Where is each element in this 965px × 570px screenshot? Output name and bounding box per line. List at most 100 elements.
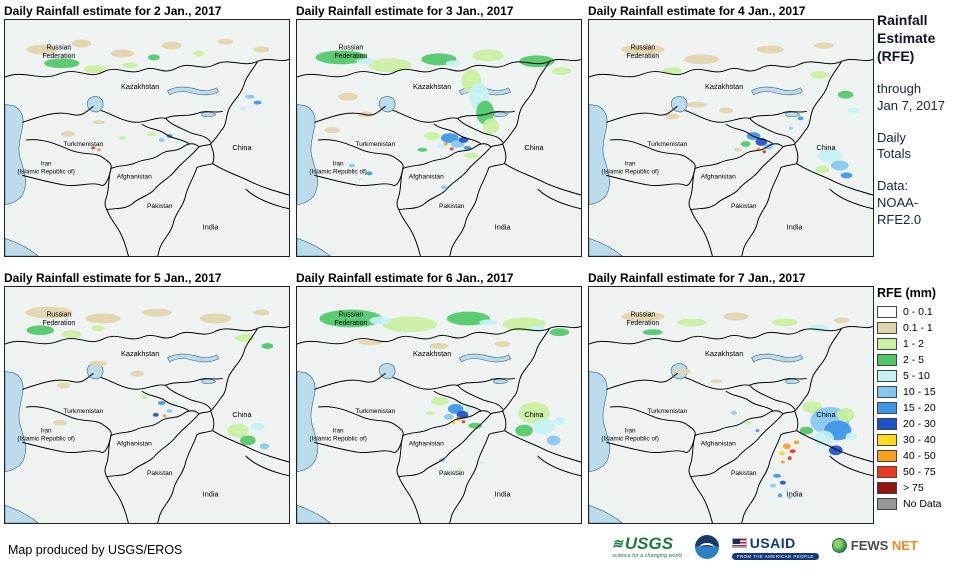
country-label: China bbox=[232, 143, 252, 152]
country-label: Russian Federation bbox=[334, 44, 367, 59]
logo-strip: ≋ USGS science for a changing world USAI… bbox=[612, 535, 918, 560]
country-label: Iran (Islamic Republic of) bbox=[601, 428, 658, 443]
country-label: Pakistan bbox=[731, 470, 757, 477]
country-label: Iran (Islamic Republic of) bbox=[17, 161, 74, 176]
legend-label: 50 - 75 bbox=[903, 465, 936, 478]
legend-entry: 30 - 40 bbox=[877, 433, 963, 446]
rainfall-map-jan4: Russian Federation Kazakhstan Turkmenistan I… bbox=[589, 20, 873, 256]
legend-entry: 0 - 0.1 bbox=[877, 305, 963, 318]
country-label: China bbox=[524, 410, 544, 419]
legend-entry: 10 - 15 bbox=[877, 385, 963, 398]
rainfall-map-jan7: Russian Federation Kazakhstan Turkmenistan I… bbox=[589, 287, 873, 523]
map-frame: Russian Federation Kazakhstan Turkmenistan I… bbox=[4, 19, 290, 257]
product-data-source: Data: NOAA- RFE2.0 bbox=[877, 178, 922, 228]
legend-label: > 75 bbox=[903, 481, 924, 494]
product-period: through Jan 7, 2017 bbox=[877, 80, 945, 113]
legend-label: 40 - 50 bbox=[903, 449, 936, 462]
country-label: India bbox=[495, 222, 512, 231]
legend-entry: 15 - 20 bbox=[877, 401, 963, 414]
map-frame: Russian Federation Kazakhstan Turkmenistan I… bbox=[296, 286, 582, 524]
legend-title: RFE (mm) bbox=[877, 286, 937, 300]
country-label: Afghanistan bbox=[117, 440, 152, 447]
legend-label: 0.1 - 1 bbox=[903, 321, 933, 334]
legend-entry: 40 - 50 bbox=[877, 449, 963, 462]
legend-swatch bbox=[877, 417, 897, 430]
legend-swatch bbox=[877, 385, 897, 398]
map-panel-jan5: Daily Rainfall estimate for 5 Jan., 2017… bbox=[4, 271, 290, 524]
country-label: Iran (Islamic Republic of) bbox=[17, 428, 74, 443]
map-panel-jan4: Daily Rainfall estimate for 4 Jan., 2017… bbox=[588, 4, 874, 257]
panel-title: Daily Rainfall estimate for 4 Jan., 2017 bbox=[588, 4, 806, 18]
legend-swatch bbox=[877, 449, 897, 462]
legend-label: 1 - 2 bbox=[903, 337, 925, 350]
country-label: China bbox=[816, 143, 836, 152]
noaa-logo-icon bbox=[694, 535, 719, 559]
fews-text-part: FEWS bbox=[850, 538, 892, 553]
country-label: India bbox=[203, 489, 220, 498]
panel-title: Daily Rainfall estimate for 7 Jan., 2017 bbox=[588, 271, 806, 285]
country-label: India bbox=[495, 489, 512, 498]
panel-title: Daily Rainfall estimate for 3 Jan., 2017 bbox=[296, 4, 514, 18]
legend-swatch bbox=[877, 497, 897, 510]
legend-entry: No Data bbox=[877, 497, 963, 510]
country-label: Russian Federation bbox=[626, 44, 659, 59]
legend-swatch bbox=[877, 481, 897, 494]
map-frame: Russian Federation Kazakhstan Turkmenistan I… bbox=[588, 286, 874, 524]
legend-label: 2 - 5 bbox=[903, 353, 925, 366]
country-label: Russian Federation bbox=[334, 311, 367, 326]
country-label: India bbox=[203, 222, 220, 231]
country-label: Afghanistan bbox=[701, 440, 736, 447]
legend-entry: 2 - 5 bbox=[877, 353, 963, 366]
country-label: Turkmenistan bbox=[647, 408, 687, 415]
country-label: Pakistan bbox=[439, 203, 465, 210]
legend-label: 20 - 30 bbox=[903, 417, 936, 430]
country-label: Kazakhstan bbox=[121, 82, 159, 91]
legend-label: 15 - 20 bbox=[903, 401, 936, 414]
legend-swatch bbox=[877, 369, 897, 382]
fewsnet-logo: FEWS NET bbox=[831, 538, 918, 553]
rainfall-map-jan3: Russian Federation Kazakhstan Turkmenistan I… bbox=[297, 20, 581, 256]
map-frame: Russian Federation Kazakhstan Turkmenistan I… bbox=[296, 19, 582, 257]
legend-swatch bbox=[877, 353, 897, 366]
country-label: China bbox=[232, 410, 252, 419]
map-panel-grid: Daily Rainfall estimate for 2 Jan., 2017… bbox=[4, 4, 874, 524]
country-label: Afghanistan bbox=[409, 440, 444, 447]
legend-entry: 50 - 75 bbox=[877, 465, 963, 478]
usgs-tagline: science for a changing world bbox=[612, 553, 682, 559]
rainfall-map-jan2: Russian Federation Kazakhstan Turkmenistan I… bbox=[5, 20, 289, 256]
country-label: Kazakhstan bbox=[121, 349, 159, 358]
legend-entry: 20 - 30 bbox=[877, 417, 963, 430]
legend-label: 5 - 10 bbox=[903, 369, 930, 382]
rainfall-map-jan6: Russian Federation Kazakhstan Turkmenistan I… bbox=[297, 287, 581, 523]
map-credit: Map produced by USGS/EROS bbox=[8, 543, 183, 557]
country-label: Russian Federation bbox=[42, 311, 75, 326]
fewsnet-globe-icon bbox=[831, 538, 847, 553]
legend-swatch bbox=[877, 465, 897, 478]
usaid-logo-text: USAID bbox=[749, 535, 796, 551]
legend-label: No Data bbox=[903, 497, 942, 510]
country-label: Afghanistan bbox=[701, 173, 736, 180]
map-panel-jan6: Daily Rainfall estimate for 6 Jan., 2017… bbox=[296, 271, 582, 524]
panel-title: Daily Rainfall estimate for 2 Jan., 2017 bbox=[4, 4, 222, 18]
country-label: Pakistan bbox=[731, 203, 757, 210]
country-label: Iran (Islamic Republic of) bbox=[309, 428, 366, 443]
country-label: Kazakhstan bbox=[705, 82, 743, 91]
legend-label: 0 - 0.1 bbox=[903, 305, 933, 318]
panel-title: Daily Rainfall estimate for 5 Jan., 2017 bbox=[4, 271, 222, 285]
legend-swatch bbox=[877, 433, 897, 446]
country-label: Turkmenistan bbox=[355, 141, 395, 148]
country-label: India bbox=[787, 489, 804, 498]
country-label: Turkmenistan bbox=[355, 408, 395, 415]
product-totals: Daily Totals bbox=[877, 129, 911, 162]
usaid-tagline: FROM THE AMERICAN PEOPLE bbox=[731, 553, 819, 560]
legend-swatch bbox=[877, 305, 897, 318]
usgs-logo: ≋ USGS science for a changing world bbox=[612, 535, 682, 559]
net-text-part: NET bbox=[891, 538, 918, 553]
country-label: Pakistan bbox=[147, 203, 173, 210]
legend-label: 10 - 15 bbox=[903, 385, 936, 398]
country-label: Iran (Islamic Republic of) bbox=[309, 161, 366, 176]
legend-entry: > 75 bbox=[877, 481, 963, 494]
country-label: Pakistan bbox=[147, 470, 173, 477]
country-label: Kazakhstan bbox=[705, 349, 743, 358]
